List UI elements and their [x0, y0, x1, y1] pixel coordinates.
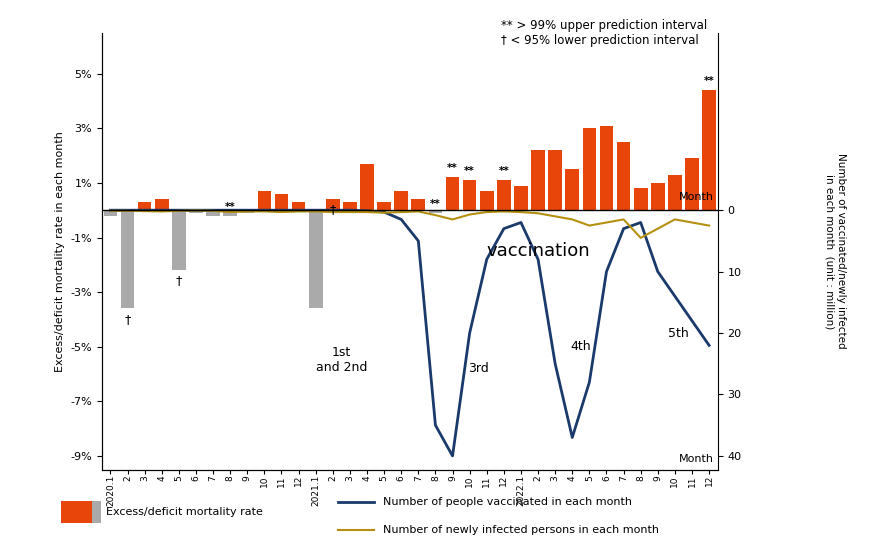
Bar [291, 202, 306, 210]
Text: 3rd: 3rd [468, 362, 488, 375]
Text: **: ** [499, 166, 509, 176]
Y-axis label: Excess/deficit mortality rate in each month: Excess/deficit mortality rate in each mo… [55, 130, 65, 372]
Bar [565, 169, 579, 210]
Text: **: ** [464, 166, 475, 176]
Text: 1st
and 2nd: 1st and 2nd [315, 346, 367, 375]
Text: †: † [330, 203, 336, 216]
Text: Number of newly infected persons in each month: Number of newly infected persons in each… [383, 525, 658, 535]
Bar [633, 188, 648, 210]
Text: Number of people vaccinated in each month: Number of people vaccinated in each mont… [383, 497, 632, 507]
Text: **: ** [225, 201, 236, 211]
Bar [361, 164, 374, 210]
Bar [446, 177, 459, 210]
Y-axis label: Number of vaccinated/newly infected
in each month  (unit : million): Number of vaccinated/newly infected in e… [825, 153, 846, 349]
Bar [258, 191, 271, 210]
Bar [532, 150, 545, 210]
Text: 4th: 4th [571, 340, 591, 353]
Bar [104, 210, 117, 216]
Text: vaccination: vaccination [486, 242, 590, 260]
Bar [429, 210, 442, 213]
Bar [617, 142, 631, 210]
Bar [326, 199, 339, 210]
Bar [703, 90, 716, 210]
Bar [223, 210, 237, 216]
Bar [138, 202, 152, 210]
Bar [685, 158, 699, 210]
Bar [462, 180, 477, 210]
Bar [60, 501, 91, 523]
Text: **: ** [703, 76, 714, 86]
Bar [206, 210, 220, 216]
Bar [668, 175, 681, 210]
Bar [480, 191, 494, 210]
Bar [172, 210, 186, 270]
Text: †: † [175, 274, 182, 287]
Bar [189, 210, 203, 213]
Text: **: ** [430, 199, 441, 209]
Text: **: ** [447, 163, 458, 173]
Bar [240, 210, 254, 213]
Bar [514, 186, 528, 210]
Bar [411, 199, 425, 210]
Bar [120, 210, 135, 308]
Bar [309, 210, 323, 308]
Bar [155, 199, 168, 210]
Text: Month: Month [680, 454, 714, 464]
Bar [497, 180, 510, 210]
Bar [275, 194, 288, 210]
Text: 5th: 5th [668, 327, 688, 340]
Bar [343, 202, 357, 210]
Text: †: † [124, 312, 131, 325]
Bar [377, 202, 391, 210]
Bar [651, 183, 664, 210]
Bar [582, 128, 596, 210]
Bar [394, 191, 408, 210]
Bar [600, 126, 613, 210]
Bar [548, 150, 562, 210]
Bar [91, 501, 101, 523]
Text: Month: Month [680, 192, 714, 202]
Text: ** > 99% upper prediction interval
† < 95% lower prediction interval: ** > 99% upper prediction interval † < 9… [501, 19, 707, 47]
Text: Excess/deficit mortality rate: Excess/deficit mortality rate [106, 507, 263, 517]
